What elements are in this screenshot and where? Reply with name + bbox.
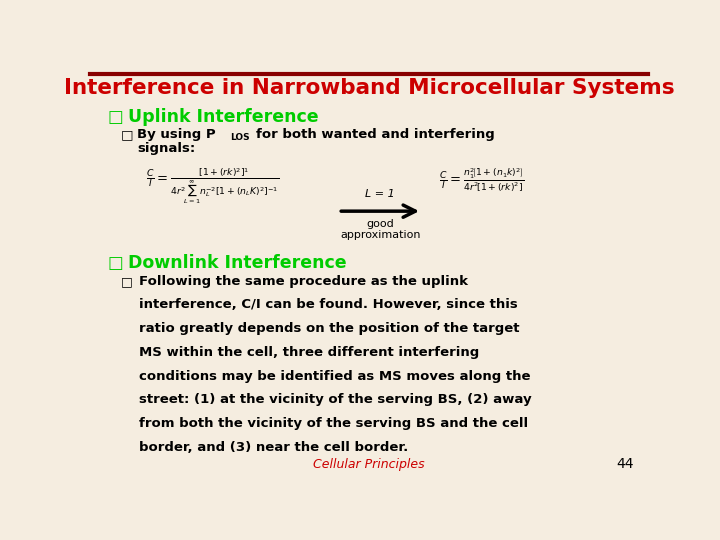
Text: □: □ <box>121 129 133 141</box>
Text: signals:: signals: <box>138 141 196 155</box>
Text: MS within the cell, three different interfering: MS within the cell, three different inte… <box>139 346 480 359</box>
Text: By using P: By using P <box>138 129 216 141</box>
Text: interference, C/I can be found. However, since this: interference, C/I can be found. However,… <box>139 299 518 312</box>
Text: from both the vicinity of the serving BS and the cell: from both the vicinity of the serving BS… <box>139 417 528 430</box>
Text: Interference in Narrowband Microcellular Systems: Interference in Narrowband Microcellular… <box>63 78 675 98</box>
Text: L = 1: L = 1 <box>365 188 395 199</box>
Text: LOS: LOS <box>230 133 251 141</box>
Text: good
approximation: good approximation <box>340 219 420 240</box>
Text: conditions may be identified as MS moves along the: conditions may be identified as MS moves… <box>139 369 531 382</box>
Text: for both wanted and interfering: for both wanted and interfering <box>256 129 495 141</box>
Text: ratio greatly depends on the position of the target: ratio greatly depends on the position of… <box>139 322 520 335</box>
Text: □: □ <box>108 109 124 126</box>
Text: □: □ <box>121 275 132 288</box>
Text: border, and (3) near the cell border.: border, and (3) near the cell border. <box>139 441 408 454</box>
Text: $\frac{C}{I} = \frac{\left[1+(rk)^2\right]^1}{4r^2\!\sum_{L=1}^{\infty} n_L^{-2}: $\frac{C}{I} = \frac{\left[1+(rk)^2\righ… <box>145 167 279 206</box>
Text: Cellular Principles: Cellular Principles <box>313 458 425 471</box>
Text: street: (1) at the vicinity of the serving BS, (2) away: street: (1) at the vicinity of the servi… <box>139 393 532 406</box>
Text: Following the same procedure as the uplink: Following the same procedure as the upli… <box>139 275 468 288</box>
Text: $\frac{C}{I} = \frac{n_1^2\!\left[1+(n_1k)^2\right]}{4r^2\!\left[1+(rk)^2\right]: $\frac{C}{I} = \frac{n_1^2\!\left[1+(n_1… <box>438 167 524 194</box>
Text: Downlink Interference: Downlink Interference <box>128 254 346 272</box>
Text: Uplink Interference: Uplink Interference <box>128 109 318 126</box>
Text: 44: 44 <box>616 457 634 471</box>
Text: □: □ <box>108 254 124 272</box>
